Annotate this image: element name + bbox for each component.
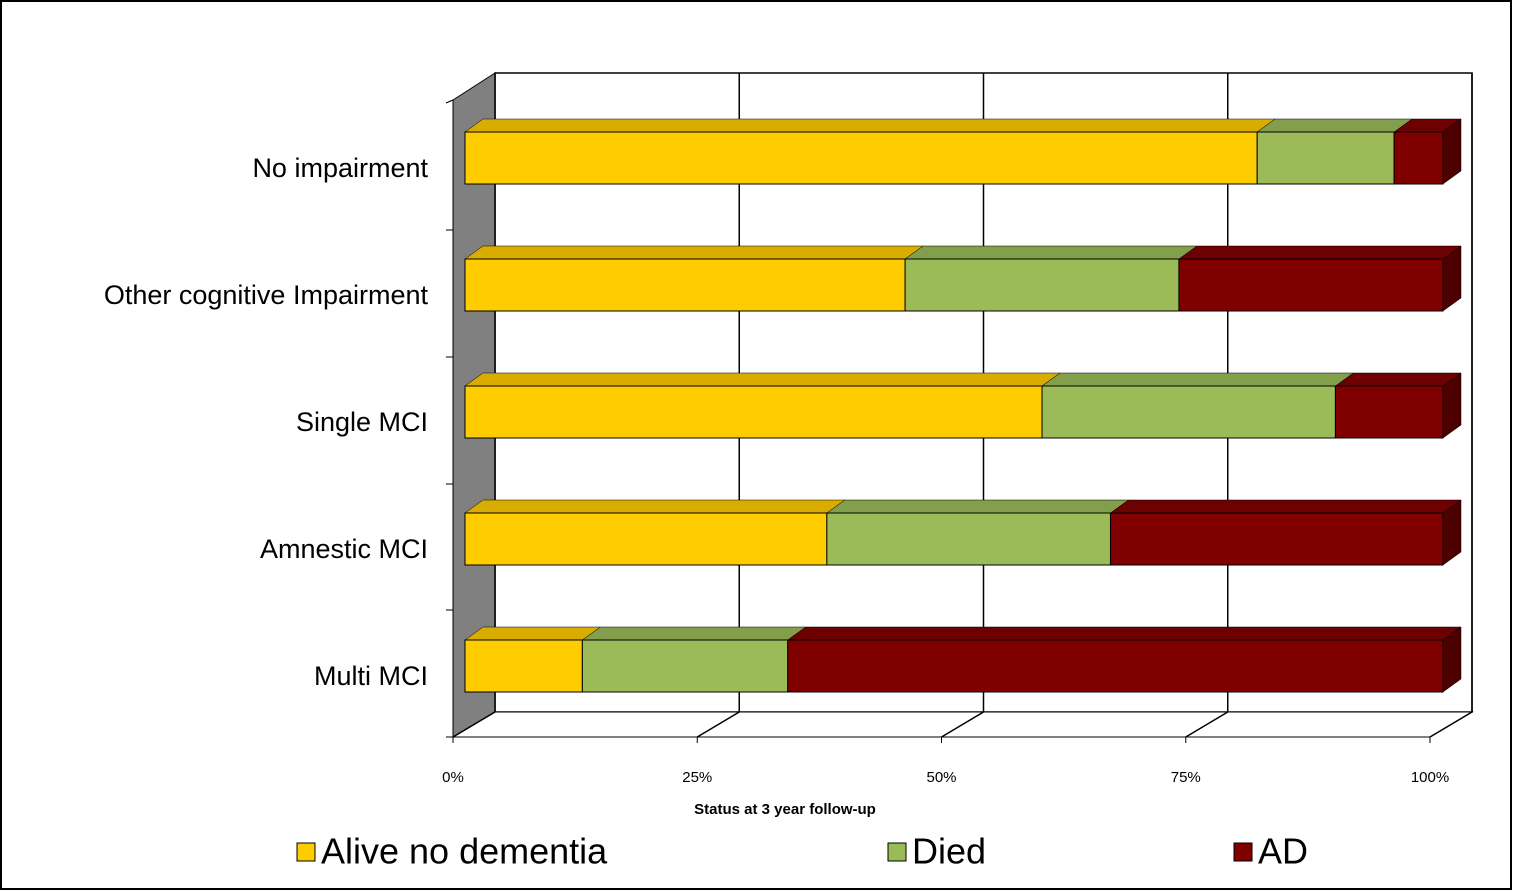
bar (1393, 131, 1444, 185)
bar-top (826, 499, 1130, 514)
bar-side (1442, 118, 1462, 185)
legend-label: Died (912, 831, 986, 872)
category-label: Single MCI (296, 407, 428, 437)
legend-swatch (1233, 842, 1253, 862)
x-axis-label: Status at 3 year follow-up (694, 801, 876, 818)
bar-side (1442, 372, 1462, 439)
category-label: Multi MCI (314, 661, 428, 691)
x-tick-label: 0% (442, 769, 464, 786)
floor-grid-line (696, 711, 740, 738)
bar-top (786, 626, 1462, 641)
x-tick-label: 100% (1411, 769, 1449, 786)
bar (464, 639, 583, 693)
legend-swatch (296, 842, 316, 862)
bar-top (464, 118, 1276, 133)
bar-side (1442, 626, 1462, 693)
x-tick-label: 50% (926, 769, 956, 786)
bar-top (581, 626, 807, 641)
bar (464, 385, 1043, 439)
bar (1178, 258, 1444, 312)
floor-grid-line (452, 711, 496, 738)
bar-top (1334, 372, 1462, 387)
bar (1334, 385, 1444, 439)
bar (787, 639, 1444, 693)
legend-label: AD (1258, 831, 1308, 872)
bar-top (464, 626, 602, 641)
legend-swatch (887, 842, 907, 862)
bar (1041, 385, 1336, 439)
bar (1256, 131, 1395, 185)
bar (904, 258, 1180, 312)
floor-grid-line (1429, 711, 1473, 738)
category-label: No impairment (252, 153, 428, 183)
x-tick-label: 25% (682, 769, 712, 786)
bar-top (904, 245, 1198, 260)
bar-top (1178, 245, 1462, 260)
bar-top (464, 372, 1061, 387)
category-label: Other cognitive Impairment (104, 280, 429, 310)
category-ticks (445, 99, 454, 738)
bar-top (464, 245, 924, 260)
bar-top (1256, 118, 1413, 133)
bar-top (464, 499, 846, 514)
bar (581, 639, 789, 693)
bar-top (1041, 372, 1355, 387)
bar (1109, 512, 1444, 566)
category-label: Amnestic MCI (260, 534, 428, 564)
bar (464, 131, 1258, 185)
x-tick-label: 75% (1171, 769, 1201, 786)
bar (464, 258, 906, 312)
floor-grid-line (941, 711, 984, 738)
bar-side (1442, 245, 1462, 312)
bar (464, 512, 828, 566)
bar-side (1442, 499, 1462, 566)
legend-label: Alive no dementia (321, 831, 608, 872)
floor-grid-line (1185, 711, 1229, 738)
bar-top (1109, 499, 1462, 514)
bar (826, 512, 1111, 566)
